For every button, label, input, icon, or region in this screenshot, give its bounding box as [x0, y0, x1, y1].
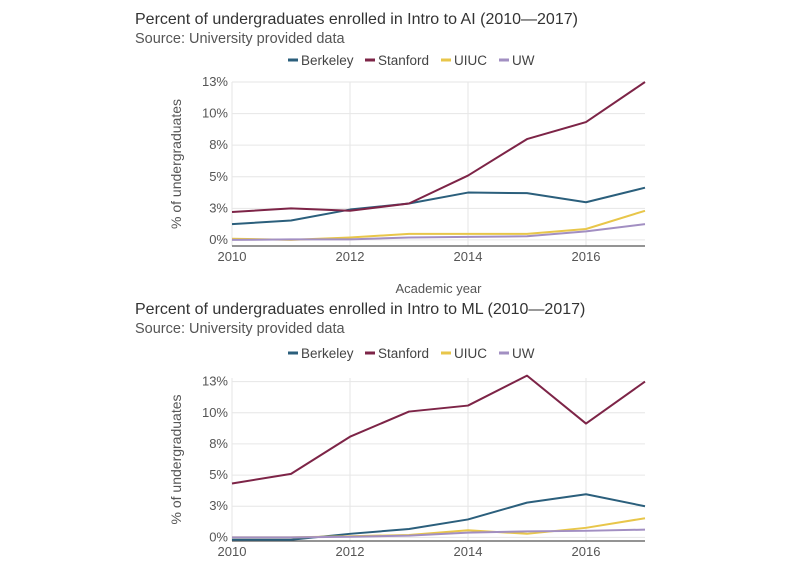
x-tick-label: 2010	[218, 544, 247, 559]
y-tick-label: 3%	[209, 200, 228, 215]
series-line-berkeley	[231, 186, 646, 226]
y-tick-label: 13%	[202, 74, 228, 89]
x-axis-title: Academic year	[396, 281, 483, 296]
legend-label-uw: UW	[512, 53, 535, 68]
legend-label-uw: UW	[512, 346, 535, 361]
y-tick-label: 0%	[209, 529, 228, 544]
series-line-berkeley	[232, 493, 646, 541]
x-tick-label: 2012	[336, 544, 365, 559]
y-tick-label: 10%	[202, 405, 228, 420]
chart-subtitle: Source: University provided data	[135, 321, 345, 337]
x-tick-label: 2012	[336, 249, 365, 264]
x-tick-label: 2014	[454, 544, 483, 559]
y-tick-label: 0%	[209, 232, 228, 247]
x-tick-label: 2014	[454, 249, 483, 264]
y-tick-label: 8%	[209, 436, 228, 451]
y-tick-label: 5%	[209, 169, 228, 184]
y-axis-title: % of undergraduates	[168, 395, 184, 525]
y-tick-label: 5%	[209, 467, 228, 482]
y-tick-label: 3%	[209, 498, 228, 513]
series-line-uw	[232, 528, 646, 539]
legend-label-stanford: Stanford	[378, 53, 429, 68]
series-line-stanford	[231, 374, 646, 485]
legend-label-berkeley: Berkeley	[301, 53, 354, 68]
legend-label-uiuc: UIUC	[454, 53, 487, 68]
series-line-uw	[231, 223, 646, 241]
y-tick-label: 13%	[202, 374, 228, 389]
chart-title: Percent of undergraduates enrolled in In…	[135, 301, 586, 318]
legend-label-berkeley: Berkeley	[301, 346, 354, 361]
chart-subtitle: Source: University provided data	[135, 31, 345, 47]
legend-label-stanford: Stanford	[378, 346, 429, 361]
x-tick-label: 2010	[218, 249, 247, 264]
series-line-stanford	[231, 81, 646, 213]
chart-ai-svg: 0% 3% 5% 8% 10% 13% 2010 2012 2014 2016 % of under…	[168, 53, 646, 296]
y-tick-label: 10%	[202, 106, 228, 121]
y-tick-label: 8%	[209, 137, 228, 152]
y-axis-title: % of undergraduates	[168, 99, 184, 229]
x-tick-label: 2016	[572, 249, 601, 264]
x-tick-label: 2016	[572, 544, 601, 559]
chart-ai-enrollment: Percent of undergraduates enrolled in In…	[135, 11, 646, 296]
chart-title: Percent of undergraduates enrolled in In…	[135, 11, 578, 28]
legend-label-uiuc: UIUC	[454, 346, 487, 361]
